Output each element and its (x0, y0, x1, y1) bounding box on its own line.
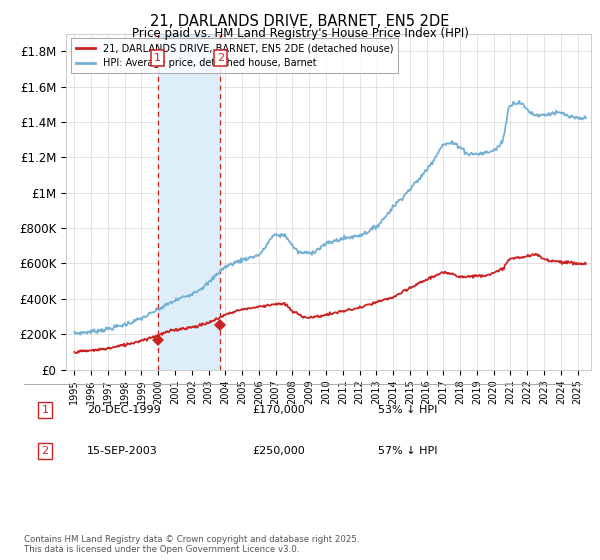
Text: 1: 1 (154, 53, 161, 63)
Text: 2: 2 (41, 446, 49, 456)
Text: £250,000: £250,000 (252, 446, 305, 456)
Text: Contains HM Land Registry data © Crown copyright and database right 2025.
This d: Contains HM Land Registry data © Crown c… (24, 535, 359, 554)
Bar (158, 34, 220, 370)
Legend: 21, DARLANDS DRIVE, BARNET, EN5 2DE (detached house), HPI: Average price, detach: 21, DARLANDS DRIVE, BARNET, EN5 2DE (det… (71, 39, 398, 73)
Text: 21, DARLANDS DRIVE, BARNET, EN5 2DE: 21, DARLANDS DRIVE, BARNET, EN5 2DE (151, 14, 449, 29)
Text: 53% ↓ HPI: 53% ↓ HPI (378, 405, 437, 415)
Text: 57% ↓ HPI: 57% ↓ HPI (378, 446, 437, 456)
Text: 2: 2 (217, 53, 224, 63)
Text: 20-DEC-1999: 20-DEC-1999 (87, 405, 161, 415)
Text: 1: 1 (41, 405, 49, 415)
Text: Price paid vs. HM Land Registry's House Price Index (HPI): Price paid vs. HM Land Registry's House … (131, 27, 469, 40)
Text: 15-SEP-2003: 15-SEP-2003 (87, 446, 158, 456)
Text: £170,000: £170,000 (252, 405, 305, 415)
